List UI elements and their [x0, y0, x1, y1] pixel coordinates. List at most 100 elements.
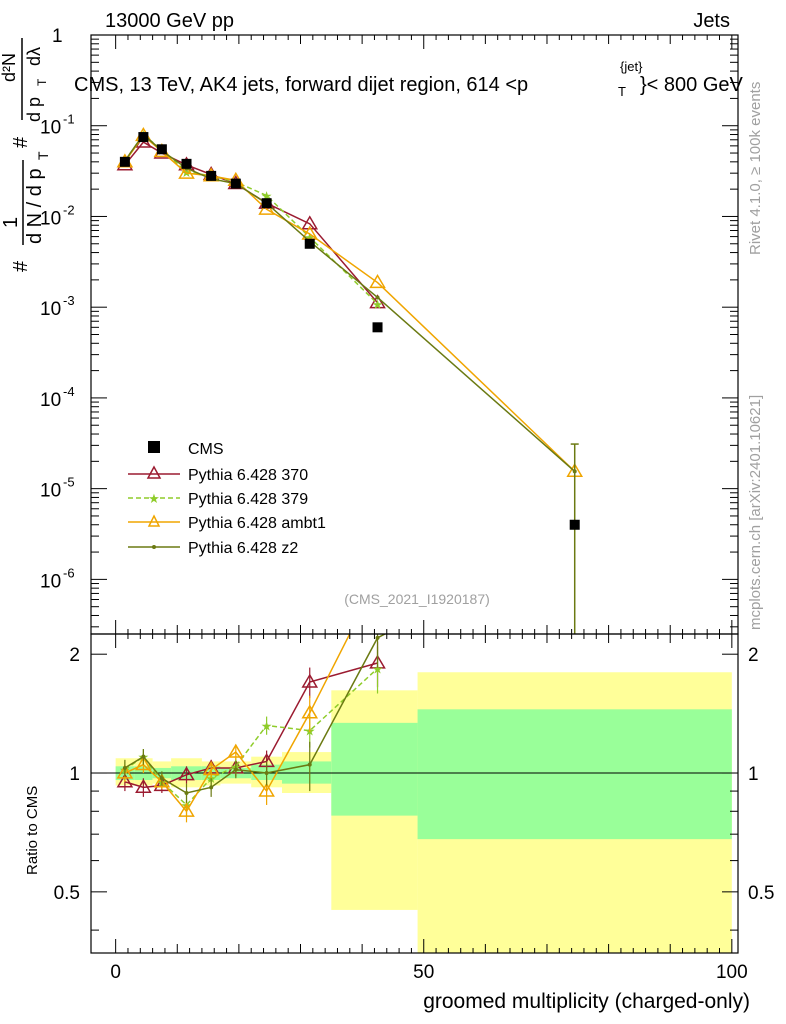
series-point-ratio [301, 673, 319, 688]
series-line-top [124, 133, 576, 472]
cms-data-point [156, 144, 167, 155]
ratio-uncertainty-bands [115, 672, 732, 953]
ylabel-dlambda: dλ [24, 47, 44, 66]
y-tick-label-top: 10 [40, 481, 61, 502]
ylabel-d2n: d²N [0, 53, 19, 82]
ylabel-hash1: # [10, 260, 32, 272]
series-point-ratio [135, 756, 152, 771]
series-point-ratio [209, 785, 214, 790]
y-tick-label-top: 1 [52, 26, 63, 47]
legend-cms-marker [148, 441, 160, 453]
series-point-top [301, 215, 319, 230]
y-axis-label-ratio: Ratio to CMS [24, 786, 41, 875]
ratio-band-green [331, 722, 418, 816]
cms-data-point [230, 178, 241, 189]
y-tick-label-top-exp: -5 [63, 475, 75, 490]
series-point-top [369, 294, 386, 309]
series-line-top [124, 134, 576, 472]
header-left: 13000 GeV pp [105, 10, 234, 32]
series-point-ratio [375, 635, 380, 640]
series-point-ratio [159, 776, 164, 781]
y-tick-label-top: 10 [40, 118, 61, 139]
y-axis-label-top: # 1 d N / d p T # d²N d p T dλ [0, 38, 51, 272]
series-point-top: ★ [304, 230, 316, 245]
series-point-ratio [307, 762, 312, 767]
legend-z2-label: Pythia 6.428 z2 [188, 540, 298, 557]
header-right: Jets [693, 10, 730, 32]
series-point-ratio [116, 764, 134, 779]
series-point-ratio [135, 778, 152, 793]
title-sup-jet: {jet} [620, 59, 643, 74]
plot-title: CMS, 13 TeV, AK4 jets, forward dijet reg… [74, 59, 744, 99]
series-line-ratio [124, 634, 387, 794]
series-point-ratio [264, 771, 269, 776]
series-point-top: ★ [372, 297, 384, 312]
x-axis-label: groomed multiplicity (charged-only) [423, 990, 750, 1013]
series-point-ratio [141, 754, 146, 759]
series-point-top [178, 164, 195, 179]
ylabel-hash2: # [10, 136, 32, 148]
y-tick-label-ratio-right: 2 [748, 645, 759, 666]
series-point-ratio [371, 572, 385, 584]
series-point-ratio [258, 782, 275, 797]
series-point-ratio [116, 773, 134, 788]
title-sub-t: T [618, 84, 626, 99]
ylabel-one: 1 [0, 217, 22, 228]
legend-ambt1-label: Pythia 6.428 ambt1 [188, 515, 326, 532]
title-tail: }< 800 GeV [640, 74, 744, 96]
y-tick-label-top-exp: -2 [63, 202, 75, 217]
x-tick-label: 50 [413, 962, 434, 983]
ylabel-dpt: d p [24, 97, 44, 122]
series-point-top: ★ [261, 189, 273, 204]
legend-370-label: Pythia 6.428 370 [188, 467, 308, 484]
series-point-ratio [301, 704, 319, 719]
y-tick-label-top: 10 [40, 571, 61, 592]
legend-370-marker [146, 465, 162, 479]
rivet-label: Rivet 4.1.0, ≥ 100k events [747, 82, 764, 255]
series-line-top [124, 133, 379, 305]
y-tick-label-top-exp: -4 [63, 384, 75, 399]
ratio-band-green [417, 709, 732, 840]
y-tick-label-ratio: 2 [69, 645, 80, 666]
series-point-ratio [122, 765, 127, 770]
mcplots-label: mcplots.cern.ch [arXiv:2401.10621] [747, 395, 764, 630]
legend-z2-marker [152, 545, 156, 549]
y-tick-label-top-exp: -1 [63, 112, 75, 127]
top-panel-series: ★★★★★★★★★ [116, 127, 584, 634]
series-point-ratio: ★ [372, 661, 384, 676]
cms-data-point [569, 519, 580, 530]
series-point-top [369, 274, 386, 289]
y-tick-label-top: 10 [40, 390, 61, 411]
x-tick-label: 100 [716, 962, 748, 983]
series-line-ratio [124, 634, 351, 813]
cms-data-point [261, 198, 272, 209]
cms-data-point [206, 170, 217, 181]
y-tick-label-top: 10 [40, 299, 61, 320]
cms-data-point [181, 158, 192, 169]
cms-data-point [372, 322, 383, 333]
ratio-panel-frame [90, 633, 739, 954]
series-line-top [124, 141, 379, 304]
y-tick-label-ratio-right: 1 [748, 764, 759, 785]
series-point-ratio [233, 767, 238, 772]
y-tick-label-top: 10 [40, 208, 61, 229]
ratio-panel-series: ★★★★★★★★★ [116, 572, 387, 823]
legend-cms-label: CMS [188, 441, 224, 458]
ylabel-t-sub: T [35, 151, 51, 160]
title-main: CMS, 13 TeV, AK4 jets, forward dijet reg… [74, 74, 528, 96]
ylabel-dn: d N / d p [24, 168, 46, 244]
analysis-watermark: (CMS_2021_I1920187) [344, 591, 490, 607]
series-point-ratio: ★ [261, 718, 273, 733]
cms-data-point [304, 238, 315, 249]
series-point-ratio [184, 791, 189, 796]
series-point-ratio [178, 766, 195, 781]
axis-ticks [91, 34, 738, 953]
ylabel-t-sub-2: T [35, 78, 49, 86]
cms-data-point [119, 156, 130, 167]
series-point-top [258, 200, 275, 215]
series-point-top [375, 295, 380, 300]
series-point-ratio [227, 743, 245, 758]
cms-data-point [138, 132, 149, 143]
